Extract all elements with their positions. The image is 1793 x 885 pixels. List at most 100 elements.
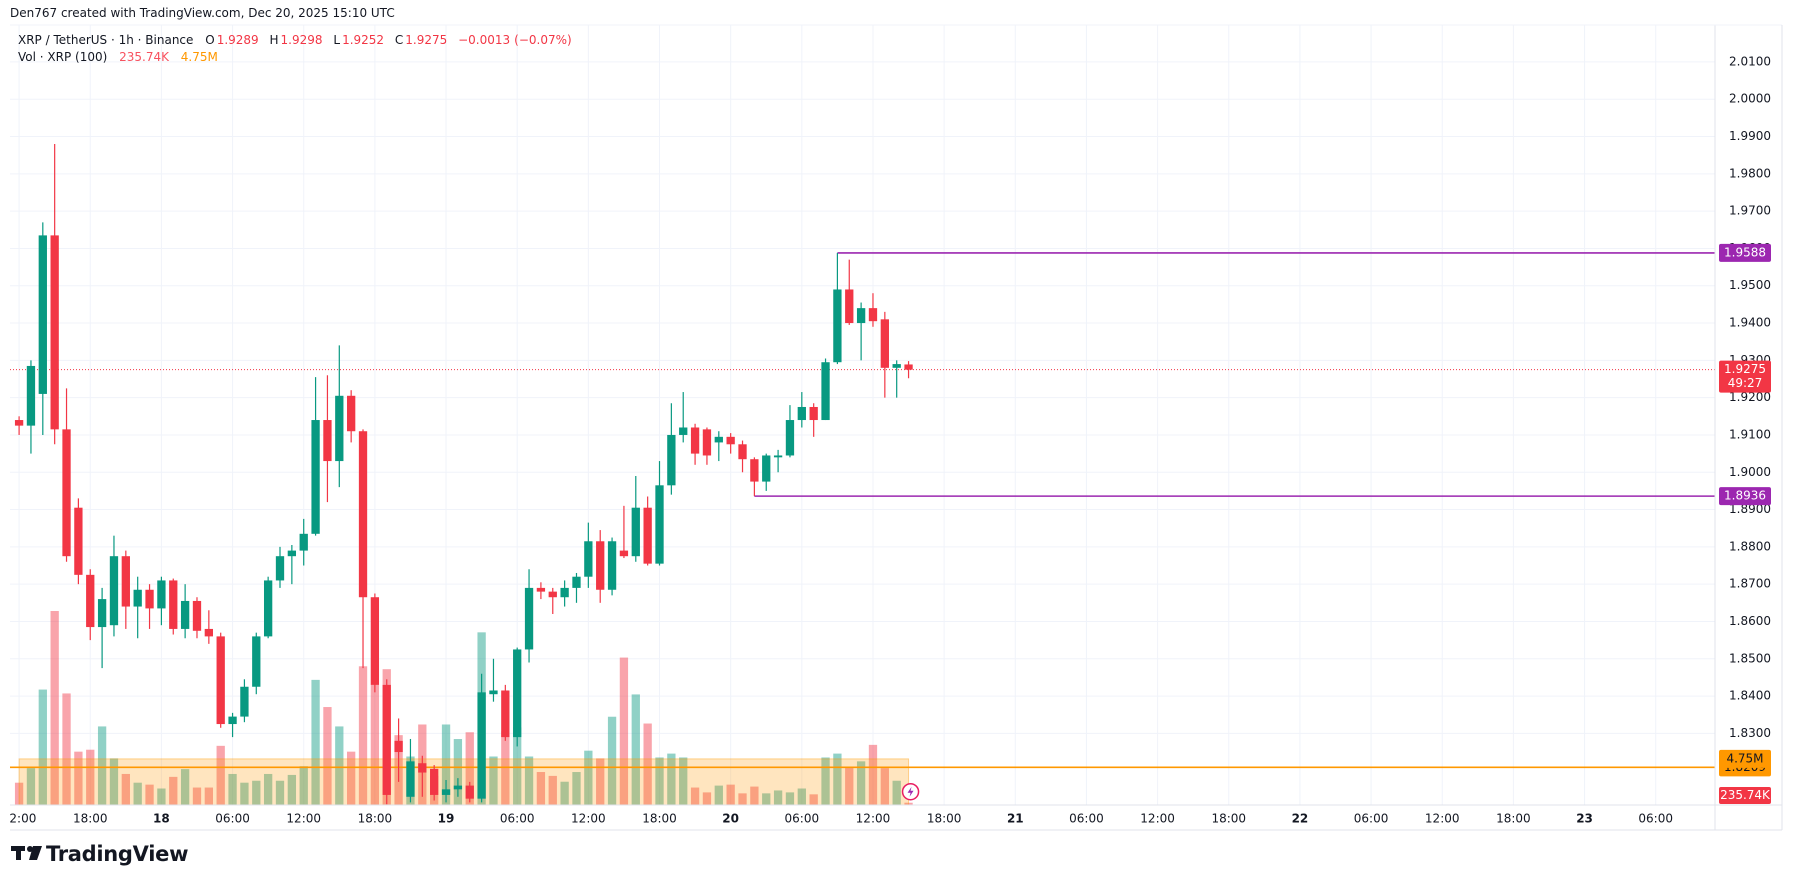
volume-bar: [501, 731, 510, 805]
candle-body: [204, 628, 213, 637]
candle-body: [690, 427, 700, 454]
x-tick-label: 06:00: [785, 812, 820, 826]
volume-last-box: [1719, 787, 1771, 804]
candle-body: [821, 362, 830, 421]
level-layer: [10, 252, 1715, 769]
credit: Den767 created with TradingView.com, Dec…: [10, 6, 395, 20]
volume-bar: [323, 707, 332, 805]
volume-bar: [252, 780, 261, 805]
x-tick-label: 12:00: [1140, 812, 1175, 826]
x-tick-label: 06:00: [1638, 812, 1673, 826]
volume-bar: [524, 756, 534, 805]
candle-layer: [14, 143, 920, 805]
candle-body: [347, 395, 356, 432]
volume-bar: [240, 782, 249, 805]
candle-body: [430, 768, 439, 795]
volume-bar: [773, 790, 783, 805]
candle-body: [441, 789, 451, 795]
volume-bar: [690, 787, 700, 805]
x-tick-label: 06:00: [215, 812, 250, 826]
volume-bar: [453, 739, 463, 805]
symbol: XRP / TetherUS · 1h · Binance: [18, 33, 194, 47]
x-tick-label: 06:00: [500, 812, 535, 826]
y-tick-label: 1.9100: [1729, 427, 1771, 441]
y-tick-label: 1.9500: [1729, 278, 1771, 292]
volume-bar: [311, 679, 320, 805]
countdown-label: 49:27: [1728, 376, 1763, 390]
candle-body: [631, 507, 640, 557]
x-tick-label: 12:00: [1425, 812, 1460, 826]
volume-bar: [631, 694, 640, 805]
candle-body: [643, 507, 652, 564]
volume-title: Vol · XRP (100): [18, 50, 108, 64]
x-tick-label: 18:00: [73, 812, 108, 826]
volume-bar: [204, 787, 213, 805]
legend-key: C: [394, 33, 404, 47]
volume-bar: [133, 782, 142, 805]
volume-bar: [370, 684, 380, 805]
volume-bar: [263, 773, 273, 805]
x-tick-label: 21: [1007, 812, 1024, 826]
candle-body: [513, 649, 522, 738]
legend-change-pct: (−0.07%): [514, 33, 572, 47]
candle-body: [299, 533, 308, 551]
level-label: 1.8936: [1724, 489, 1766, 503]
candle-body: [892, 364, 901, 368]
candle-body: [169, 580, 178, 629]
candle-body: [121, 556, 130, 607]
candle-body: [453, 785, 463, 790]
legend-key: L: [333, 33, 341, 47]
candle-body: [26, 365, 36, 426]
candle-body: [358, 431, 368, 598]
alert-icon: [907, 786, 914, 797]
candle-body: [797, 406, 806, 421]
volume-layer: [14, 611, 913, 805]
candle-body: [263, 580, 273, 637]
candle-body: [619, 550, 629, 557]
volume-bar: [762, 793, 771, 805]
volume-bar: [560, 781, 569, 805]
x-tick-label: 23: [1576, 812, 1593, 826]
volume-ma-label: 4.75M: [1726, 751, 1763, 765]
volume-bar: [180, 769, 190, 805]
level-label: 1.9588: [1724, 245, 1766, 259]
candle-body: [287, 550, 297, 557]
x-tick-label: 12:00: [571, 812, 606, 826]
candle-body: [572, 576, 581, 588]
volume-bar: [868, 744, 878, 805]
volume-bar: [643, 723, 652, 805]
volume-bar: [607, 716, 617, 805]
x-tick-label: 06:00: [1354, 812, 1389, 826]
volume-bar: [441, 724, 451, 805]
x-tick-label: 18:00: [927, 812, 962, 826]
candle-body: [584, 541, 593, 577]
volume-bar: [679, 757, 688, 805]
candle-body: [501, 690, 510, 738]
y-tick-label: 1.8500: [1729, 651, 1771, 665]
volume-bar: [667, 753, 676, 805]
grid: [10, 25, 1715, 805]
legend-value: 1.9289: [216, 33, 259, 47]
candle-body: [833, 289, 842, 363]
legend-change: −0.0013: [458, 33, 511, 47]
volume-bar: [74, 751, 83, 805]
candle-body: [418, 763, 427, 773]
volume-bar: [548, 775, 557, 805]
volume-bar: [750, 786, 759, 805]
candle-body: [655, 485, 664, 564]
last-price-box: [1719, 360, 1771, 393]
candle-body: [406, 761, 415, 797]
y-tick-label: 1.8900: [1729, 502, 1771, 516]
candle-body: [738, 444, 747, 460]
y-tick-label: 1.9000: [1729, 465, 1771, 479]
y-tick-label: 1.9200: [1729, 390, 1771, 404]
candle-body: [74, 507, 83, 575]
volume-bar: [821, 757, 830, 805]
price-axis: 1.8300 1.8400 1.8500 1.8600 1.8700 1.8800 1.89…: [1719, 54, 1771, 804]
y-tick-label: 2.0100: [1729, 54, 1771, 68]
candle-body: [607, 541, 617, 590]
candle-body: [667, 434, 676, 486]
volume-bar: [726, 784, 735, 805]
